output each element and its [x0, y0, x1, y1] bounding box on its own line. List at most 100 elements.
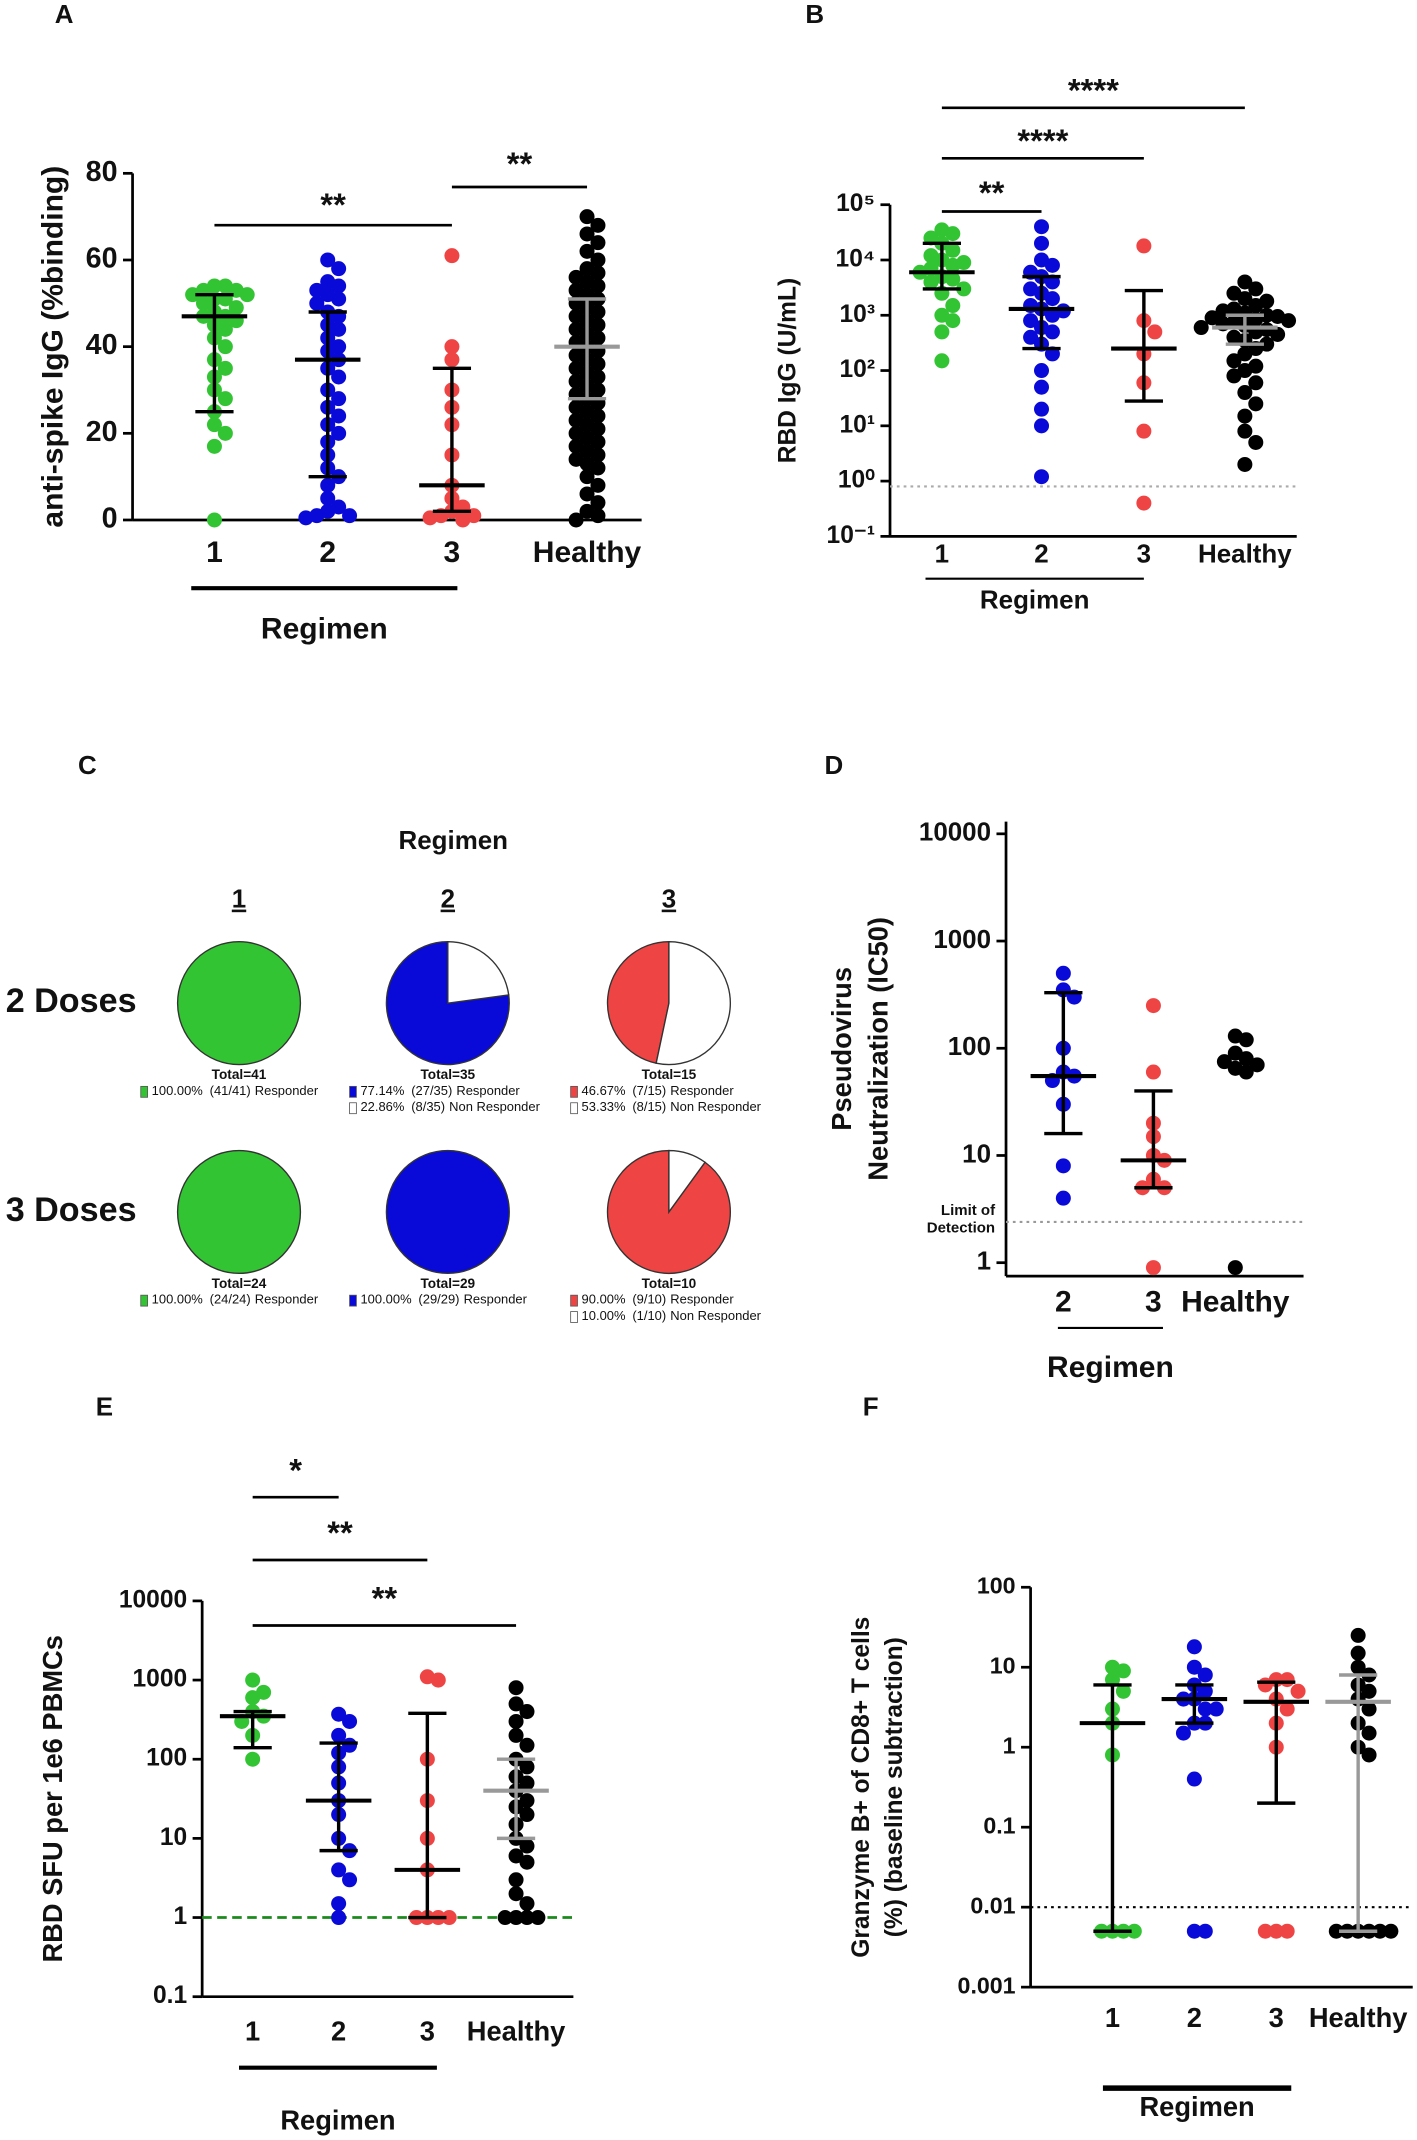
column-header: 3: [662, 886, 676, 914]
data-point: [590, 265, 606, 281]
data-point: [1145, 1260, 1161, 1276]
legend-percent: 46.67%: [582, 1083, 626, 1098]
legend-percent: 77.14%: [360, 1083, 404, 1098]
data-point: [923, 274, 939, 290]
data-point: [590, 495, 606, 511]
y-tick-label: 0: [102, 503, 118, 535]
legend-count: (8/35): [411, 1100, 445, 1115]
pie-slice: [655, 941, 732, 1066]
data-point: [590, 460, 606, 476]
x-tick-label: 2: [331, 2016, 346, 2047]
significance-label: **: [979, 174, 1005, 211]
data-point: [1136, 423, 1152, 439]
data-point: [331, 1896, 347, 1912]
legend-percent: 100.00%: [360, 1292, 412, 1307]
data-point: [430, 1672, 446, 1688]
y-tick-label: 10⁵: [836, 190, 875, 217]
data-point: [422, 510, 438, 526]
data-point: [1136, 238, 1152, 254]
data-point: [590, 278, 606, 294]
legend-entry: 46.67% (7/15) Responder: [582, 1083, 735, 1098]
legend-count: (7/15): [632, 1083, 666, 1098]
data-point: [320, 490, 336, 506]
data-point: [579, 226, 595, 242]
data-point: [508, 1680, 524, 1696]
data-point: [519, 1807, 535, 1823]
x-axis-label: Regimen: [980, 587, 1089, 615]
legend-percent: 100.00%: [152, 1083, 204, 1098]
y-tick-label: 100: [948, 1033, 991, 1061]
data-point: [1361, 1701, 1377, 1717]
x-axis-label: Regimen: [280, 2104, 395, 2135]
data-point: [1361, 1747, 1377, 1763]
data-point: [579, 486, 595, 502]
data-point: [1237, 346, 1253, 362]
data-point: [519, 1737, 535, 1753]
data-point: [497, 1910, 513, 1926]
data-point: [1034, 219, 1050, 235]
data-point: [519, 1910, 535, 1926]
y-tick-label: 10: [962, 1140, 991, 1168]
data-point: [590, 235, 606, 251]
y-tick-label: 1: [1003, 1732, 1016, 1758]
y-tick-label: 10⁰: [838, 467, 875, 494]
data-point: [1350, 1659, 1366, 1675]
data-point: [1350, 1645, 1366, 1661]
data-point: [1237, 408, 1253, 424]
pie-slice: [668, 1149, 706, 1215]
data-point: [579, 469, 595, 485]
data-point: [1216, 1054, 1232, 1070]
panel-letter: E: [96, 1393, 113, 1421]
y-tick-label: 10⁴: [836, 245, 875, 272]
legend-swatch: [570, 1294, 578, 1307]
data-point: [945, 257, 961, 273]
data-point: [508, 1713, 524, 1729]
y-axis-label: Granzyme B+ of CD8+ T cells: [848, 1617, 875, 1958]
y-axis-label: anti-spike IgG (%binding): [37, 166, 70, 528]
data-point: [455, 512, 471, 528]
data-point: [1268, 1923, 1284, 1939]
data-point: [590, 330, 606, 346]
y-axis-label: Pseudovirus: [826, 967, 857, 1131]
data-point: [1034, 418, 1050, 434]
data-point: [331, 291, 347, 307]
data-point: [590, 421, 606, 437]
x-tick-label: 1: [245, 2016, 260, 2047]
data-point: [1372, 1923, 1388, 1939]
legend-swatch: [570, 1085, 578, 1098]
data-point: [444, 248, 460, 264]
data-point: [590, 447, 606, 463]
legend-entry: 100.00% (24/24) Responder: [152, 1292, 319, 1307]
data-point: [1270, 326, 1286, 342]
data-point: [590, 217, 606, 233]
data-point: [1279, 1701, 1295, 1717]
data-point: [508, 1727, 524, 1743]
data-point: [1350, 1627, 1366, 1643]
data-point: [1249, 1057, 1265, 1073]
panel-letter: A: [55, 1, 74, 29]
legend-name: Responder: [255, 1292, 319, 1307]
legend-swatch: [349, 1294, 357, 1307]
data-point: [1208, 1701, 1224, 1717]
legend-name: Non Responder: [670, 1308, 761, 1323]
x-tick-label: 2: [319, 536, 336, 569]
data-point: [245, 1672, 261, 1688]
y-tick-label: 10000: [919, 819, 991, 847]
legend-percent: 90.00%: [582, 1292, 626, 1307]
panel-letter: D: [825, 752, 844, 780]
data-point: [239, 287, 255, 303]
y-tick-label: 0.01: [970, 1892, 1015, 1918]
data-point: [1237, 423, 1253, 439]
x-tick-label: 2: [1187, 2002, 1202, 2033]
y-tick-label: 1000: [933, 926, 991, 954]
y-tick-label: 10000: [119, 1586, 187, 1613]
data-point: [331, 408, 347, 424]
data-point: [519, 1704, 535, 1720]
data-point: [945, 271, 961, 287]
data-point: [206, 438, 222, 454]
significance-label: *: [289, 1451, 302, 1488]
legend-percent: 53.33%: [582, 1100, 626, 1115]
data-point: [1290, 1683, 1306, 1699]
data-point: [1257, 1677, 1273, 1693]
data-point: [1044, 307, 1060, 323]
